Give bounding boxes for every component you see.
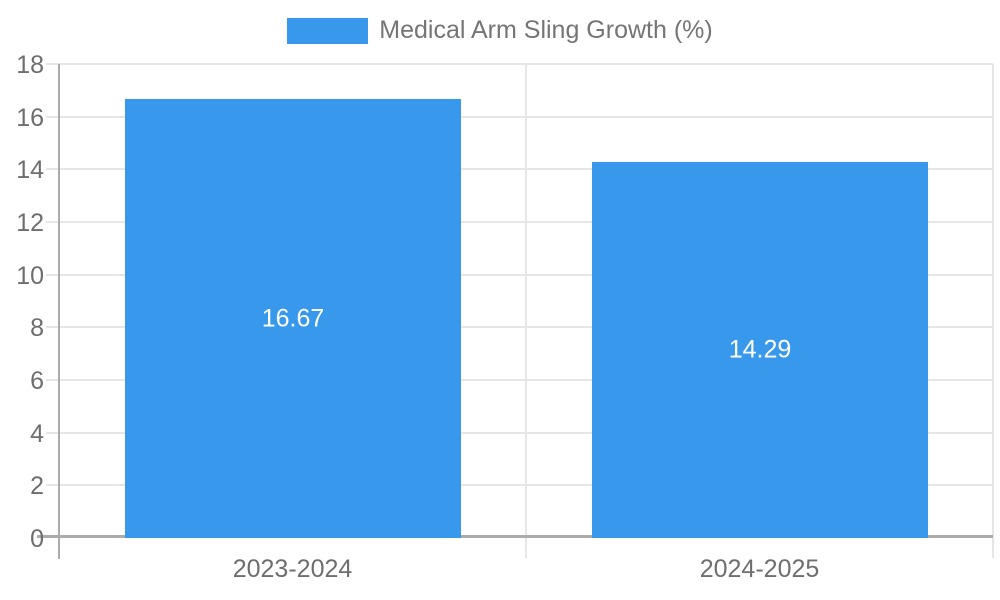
y-tick-label: 12	[16, 209, 44, 237]
gridline	[46, 379, 993, 381]
bar-2023-2024: 16.67	[125, 99, 461, 538]
y-tick-label: 0	[30, 525, 44, 553]
bar-2024-2025: 14.29	[592, 161, 928, 538]
y-tick-label: 4	[30, 419, 44, 448]
y-tick-label: 2	[30, 472, 44, 501]
legend-label: Medical Arm Sling Growth (%)	[379, 16, 713, 44]
gridline	[46, 484, 993, 487]
y-tick-label: 6	[30, 367, 44, 395]
bar-value-label: 14.29	[728, 335, 792, 364]
gridline	[46, 221, 993, 223]
legend-swatch	[287, 17, 369, 44]
x-tick-label: 2024-2025	[699, 555, 820, 583]
y-axis-line	[58, 64, 60, 559]
gridline	[46, 326, 993, 329]
gridline	[46, 273, 993, 276]
x-tick-label: 2023-2024	[232, 555, 353, 583]
vertical-gridline	[992, 64, 994, 558]
plot-area: 16.67 14.29	[37, 63, 994, 559]
gridline	[46, 168, 993, 171]
chart-legend: Medical Arm Sling Growth (%)	[0, 16, 1000, 44]
gridline	[46, 63, 993, 65]
bar-value-label: 16.67	[261, 304, 325, 332]
vertical-gridline	[525, 64, 527, 558]
y-tick-label: 16	[16, 103, 44, 132]
gridline	[46, 431, 993, 434]
y-tick-label: 10	[16, 261, 44, 290]
gridline	[46, 115, 993, 118]
y-tick-label: 18	[16, 51, 44, 79]
x-axis-line	[37, 535, 993, 538]
y-tick-label: 14	[16, 156, 44, 185]
y-tick-label: 8	[30, 314, 44, 343]
